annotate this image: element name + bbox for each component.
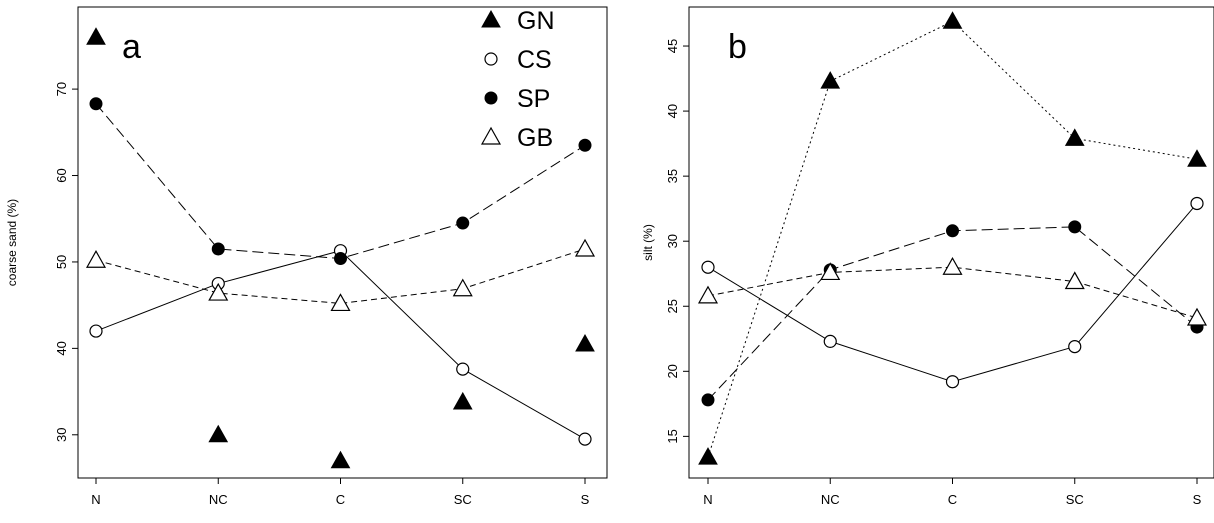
panel-letter: b [728,28,747,66]
data-point [575,334,595,352]
series-GB [85,238,596,312]
data-point [1190,196,1204,211]
data-point [946,224,959,238]
data-point [1187,149,1207,167]
legend-marker [484,91,498,105]
legend-label: SP [517,85,550,113]
data-point [330,450,351,469]
data-point [942,256,963,275]
series-line [95,250,586,440]
data-point [86,27,106,45]
data-point [578,432,592,446]
x-tick-label: S [1193,492,1202,507]
data-point [945,375,960,389]
y-tick-label: 60 [54,168,69,182]
data-point [820,71,841,89]
x-tick-label: C [948,492,957,507]
data-point [85,249,107,268]
data-point [456,216,470,230]
legend-marker [484,52,498,66]
y-tick-label: 50 [54,255,69,269]
y-tick-label: 45 [665,39,680,53]
legend-label: GB [517,124,553,152]
data-point [1064,128,1085,146]
data-point [942,11,963,29]
data-point [89,324,103,338]
y-tick-label: 70 [54,82,69,96]
y-tick-label: 25 [665,299,680,313]
y-tick-label: 40 [665,104,680,118]
data-point [1068,220,1082,234]
series-SP [701,220,1204,407]
y-tick-label: 20 [665,364,680,378]
data-point [208,282,229,301]
data-point [208,424,229,443]
y-tick-label: 35 [665,169,680,183]
x-tick-label: SC [1066,492,1084,507]
data-point [701,393,715,407]
series-GB [697,256,1208,326]
x-tick-label: NC [209,492,228,507]
legend: GN CS SP GB [480,7,555,152]
x-tick-label: C [336,492,345,507]
series-GN [86,27,595,469]
data-point [89,97,103,111]
y-tick-label: 30 [665,234,680,248]
data-point [574,238,596,257]
data-point [330,293,351,312]
x-tick-label: N [91,492,100,507]
y-tick-label: 15 [665,429,680,443]
panel-letter: a [122,28,141,66]
y-tick-label: 40 [54,341,69,355]
data-point [701,260,715,274]
series-CS [701,196,1204,389]
series-CS [89,244,592,446]
data-point [334,251,347,265]
legend-marker [481,9,501,28]
series-line [95,248,586,304]
data-point [698,447,718,465]
series-GN [698,11,1207,465]
series-line [707,226,1198,401]
y-tick-label: 30 [54,428,69,442]
legend-label: GN [517,7,555,35]
x-tick-label: N [703,492,712,507]
data-point [211,242,225,256]
y-axis-title: silt (%) [641,224,655,261]
x-tick-label: SC [454,492,472,507]
plot-frame [77,6,608,479]
data-point [1068,339,1082,354]
series-line [95,103,586,259]
legend-label: CS [517,46,552,74]
plot-frame [688,6,1214,479]
data-point [452,391,473,410]
data-point [1186,307,1208,326]
x-tick-label: NC [821,492,840,507]
data-point [1064,271,1085,290]
y-axis-title: coarse sand (%) [5,199,19,286]
x-tick-label: S [581,492,590,507]
data-point [578,138,592,152]
data-point [697,285,719,304]
data-point [823,334,837,348]
data-point [456,362,470,376]
series-SP [89,97,592,265]
data-point [452,278,473,297]
series-line [707,20,1198,458]
legend-marker [480,126,502,145]
data-point [820,262,841,281]
series-line [707,266,1198,319]
